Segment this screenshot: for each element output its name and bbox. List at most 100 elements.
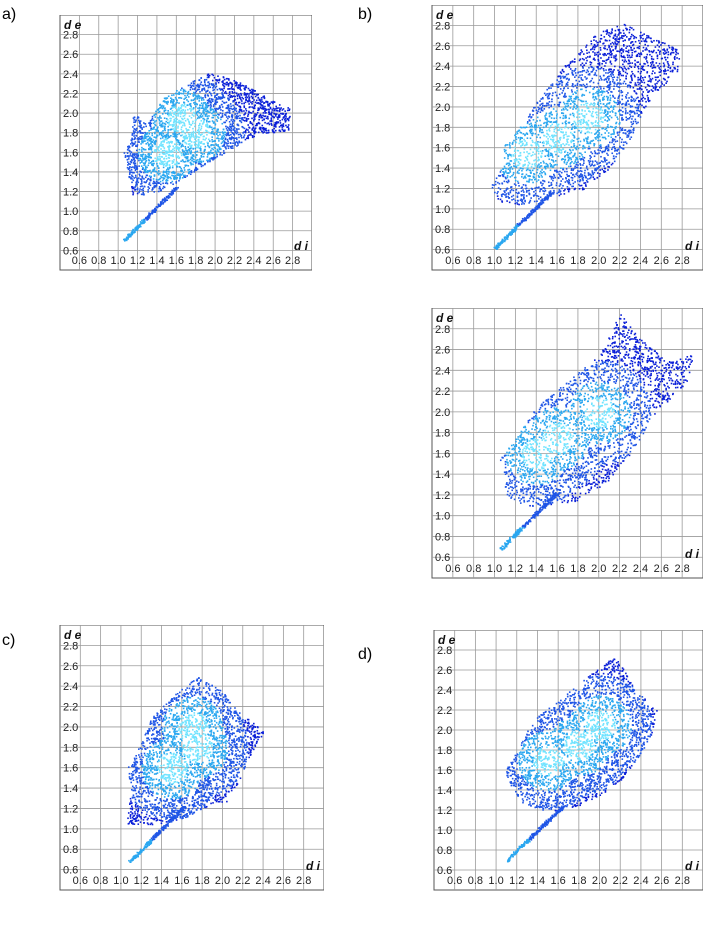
y-tick-label: 1.0 (437, 825, 452, 837)
y-tick-label: 2.0 (435, 102, 450, 114)
y-tick-label: 1.0 (435, 511, 450, 523)
y-tick-label: 1.8 (437, 745, 452, 757)
x-tick-label: 0.8 (466, 563, 481, 575)
y-tick-label: 0.6 (63, 865, 78, 877)
y-tick-label: 1.0 (63, 206, 78, 218)
y-tick-label: 1.8 (435, 122, 450, 134)
x-tick-label: 1.4 (149, 255, 164, 267)
y-tick-label: 1.4 (437, 785, 452, 797)
x-tick-label: 2.8 (675, 255, 690, 267)
y-tick-label: 2.4 (63, 69, 78, 81)
x-tick-label: 1.4 (529, 255, 544, 267)
y-tick-label: 0.8 (435, 531, 450, 543)
x-tick-label: 1.2 (508, 255, 523, 267)
x-tick-label: 0.8 (466, 255, 481, 267)
y-tick-label: 2.8 (435, 20, 450, 32)
x-tick-label: 2.0 (207, 255, 222, 267)
x-tick-label: 1.8 (570, 255, 585, 267)
y-tick-label: 2.0 (63, 108, 78, 120)
x-tick-label: 2.6 (266, 255, 281, 267)
y-tick-label: 1.6 (435, 448, 450, 460)
y-tick-label: 2.6 (435, 345, 450, 357)
y-tick-label: 0.8 (63, 844, 78, 856)
y-tick-label: 2.4 (63, 681, 78, 693)
x-tick-label: 1.8 (188, 255, 203, 267)
y-tick-label: 0.8 (435, 224, 450, 236)
y-tick-label: 1.6 (63, 763, 78, 775)
x-tick-label: 1.0 (113, 875, 128, 887)
plot-frame (60, 625, 324, 890)
x-tick-label: 1.6 (551, 875, 566, 887)
y-tick-label: 1.2 (435, 183, 450, 195)
x-axis-label: d i (294, 239, 309, 253)
y-tick-label: 2.2 (435, 386, 450, 398)
y-tick-label: 1.8 (63, 742, 78, 754)
x-tick-label: 2.2 (612, 255, 627, 267)
y-axis-label: d e (438, 633, 456, 647)
x-tick-label: 1.6 (549, 563, 564, 575)
y-tick-label: 1.2 (435, 490, 450, 502)
x-tick-label: 1.6 (174, 875, 189, 887)
plot-frame (432, 5, 703, 270)
y-tick-label: 2.2 (63, 702, 78, 714)
x-tick-label: 1.6 (549, 255, 564, 267)
x-tick-label: 2.6 (276, 875, 291, 887)
x-tick-label: 1.2 (508, 563, 523, 575)
panel-label-c: c) (2, 632, 15, 650)
y-tick-label: 0.6 (437, 865, 452, 877)
y-tick-label: 2.8 (63, 640, 78, 652)
x-tick-label: 0.6 (445, 563, 460, 575)
y-tick-label: 1.8 (435, 428, 450, 440)
x-tick-label: 2.4 (255, 875, 270, 887)
x-tick-label: 2.4 (633, 255, 648, 267)
x-tick-label: 1.0 (487, 255, 502, 267)
y-tick-label: 1.2 (63, 187, 78, 199)
y-tick-label: 2.2 (63, 88, 78, 100)
y-axis-label: d e (436, 311, 454, 325)
y-tick-label: 0.6 (63, 245, 78, 257)
y-tick-label: 2.0 (437, 725, 452, 737)
x-tick-label: 1.0 (488, 875, 503, 887)
x-tick-label: 1.2 (130, 255, 145, 267)
x-tick-label: 1.8 (571, 875, 586, 887)
x-axis-label: d i (685, 547, 700, 561)
x-axis-label: d i (306, 859, 321, 873)
y-tick-label: 2.2 (437, 705, 452, 717)
x-tick-label: 0.6 (445, 255, 460, 267)
y-tick-label: 1.4 (435, 469, 450, 481)
y-tick-label: 1.2 (437, 805, 452, 817)
x-tick-label: 2.6 (654, 255, 669, 267)
y-tick-label: 2.0 (63, 722, 78, 734)
x-tick-label: 2.4 (633, 563, 648, 575)
x-tick-label: 2.6 (654, 563, 669, 575)
x-tick-label: 0.6 (73, 875, 88, 887)
y-tick-label: 1.4 (435, 163, 450, 175)
x-tick-label: 2.0 (591, 563, 606, 575)
panel-label-a: a) (2, 6, 16, 24)
x-tick-label: 0.8 (91, 255, 106, 267)
y-tick-label: 1.8 (63, 128, 78, 140)
x-tick-label: 2.8 (675, 875, 690, 887)
x-tick-label: 2.2 (235, 875, 250, 887)
panel-label-d: d) (358, 646, 372, 664)
x-tick-label: 0.8 (93, 875, 108, 887)
y-tick-label: 2.4 (437, 685, 452, 697)
x-tick-label: 1.0 (111, 255, 126, 267)
x-tick-label: 1.6 (169, 255, 184, 267)
x-tick-label: 2.0 (215, 875, 230, 887)
y-tick-label: 1.0 (63, 824, 78, 836)
x-tick-label: 1.8 (570, 563, 585, 575)
y-axis-label: d e (64, 18, 82, 32)
y-tick-label: 2.6 (63, 49, 78, 61)
x-axis-label: d i (685, 239, 700, 253)
y-tick-label: 2.0 (435, 407, 450, 419)
x-tick-label: 2.8 (296, 875, 311, 887)
x-tick-label: 2.0 (591, 255, 606, 267)
y-tick-label: 1.4 (63, 167, 78, 179)
